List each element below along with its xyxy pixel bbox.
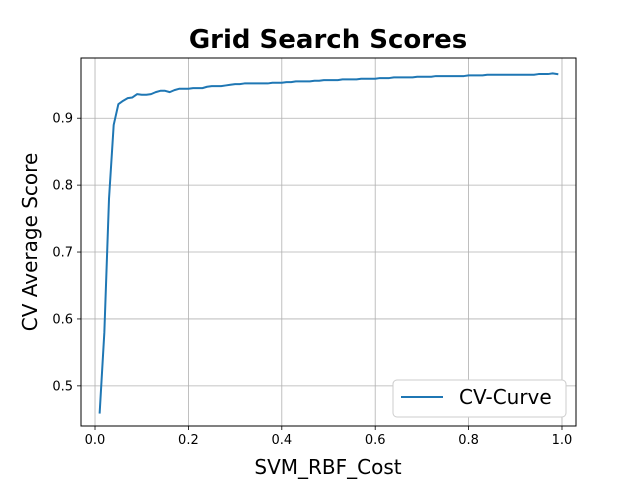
x-tick-label: 0.2 — [178, 433, 199, 448]
y-tick-label: 0.5 — [52, 379, 73, 394]
grid-lines — [81, 58, 576, 426]
plot-series — [98, 72, 559, 414]
y-axis-label: CV Average Score — [18, 153, 42, 332]
x-tick-label: 0.4 — [271, 433, 292, 448]
y-axis-ticks: 0.5 0.6 0.7 0.8 0.9 — [52, 112, 81, 394]
x-tick-label: 1.0 — [552, 433, 573, 448]
legend-label-cv-curve: CV-Curve — [459, 385, 552, 409]
x-tick-label: 0.0 — [85, 433, 106, 448]
x-axis-ticks: 0.0 0.2 0.4 0.6 0.8 1.0 — [85, 426, 573, 448]
x-tick-label: 0.8 — [458, 433, 479, 448]
y-tick-label: 0.6 — [52, 312, 73, 327]
y-tick-label: 0.7 — [52, 246, 73, 261]
y-tick-label: 0.8 — [52, 179, 73, 194]
chart-title: Grid Search Scores — [189, 25, 467, 55]
x-tick-label: 0.6 — [365, 433, 386, 448]
legend-box — [392, 379, 567, 418]
y-tick-label: 0.9 — [52, 112, 73, 127]
x-axis-label: SVM_RBF_Cost — [254, 455, 401, 479]
series-line-cv-curve — [98, 72, 559, 414]
plot-frame — [80, 57, 577, 427]
legend: CV-Curve — [392, 379, 567, 418]
